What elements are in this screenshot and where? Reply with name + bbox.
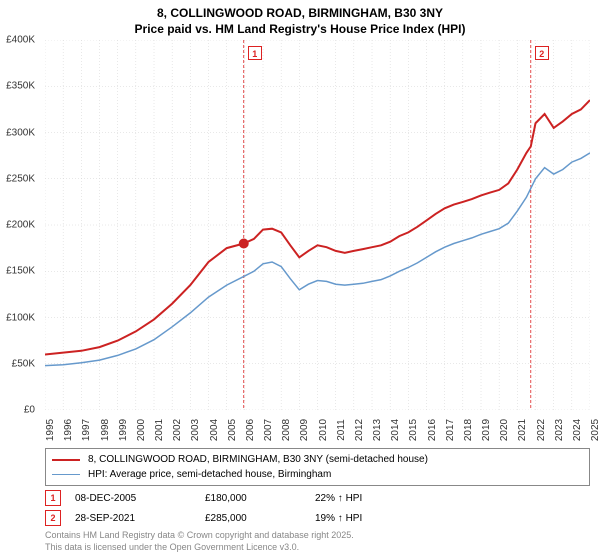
chart-title: 8, COLLINGWOOD ROAD, BIRMINGHAM, B30 3NY… <box>0 0 600 37</box>
x-tick-label: 2022 <box>536 419 547 441</box>
y-tick-label: £150K <box>6 266 35 277</box>
x-tick-label: 1998 <box>100 419 111 441</box>
x-tick-label: 2002 <box>172 419 183 441</box>
x-tick-label: 2005 <box>227 419 238 441</box>
y-tick-label: £300K <box>6 127 35 138</box>
x-tick-label: 2023 <box>554 419 565 441</box>
x-tick-label: 2017 <box>445 419 456 441</box>
title-line2: Price paid vs. HM Land Registry's House … <box>0 22 600 38</box>
x-tick-label: 2014 <box>390 419 401 441</box>
x-tick-label: 2013 <box>372 419 383 441</box>
transaction-price: £180,000 <box>205 493 315 504</box>
event-marker: 2 <box>535 46 549 60</box>
legend-row: HPI: Average price, semi-detached house,… <box>52 467 583 482</box>
copyright-line2: This data is licensed under the Open Gov… <box>45 542 590 554</box>
x-tick-label: 2016 <box>427 419 438 441</box>
x-tick-label: 2015 <box>408 419 419 441</box>
copyright: Contains HM Land Registry data © Crown c… <box>45 530 590 553</box>
legend-swatch <box>52 459 80 461</box>
y-axis-labels: £0£50K£100K£150K£200K£250K£300K£350K£400… <box>0 40 40 410</box>
transaction-price: £285,000 <box>205 513 315 524</box>
transaction-pct: 19% ↑ HPI <box>315 513 435 524</box>
x-tick-label: 2019 <box>481 419 492 441</box>
legend-row: 8, COLLINGWOOD ROAD, BIRMINGHAM, B30 3NY… <box>52 452 583 467</box>
x-tick-label: 2012 <box>354 419 365 441</box>
y-tick-label: £250K <box>6 173 35 184</box>
x-tick-label: 2024 <box>572 419 583 441</box>
chart-plot-area: 12 <box>45 40 590 410</box>
x-tick-label: 2009 <box>299 419 310 441</box>
transactions: 1 08-DEC-2005 £180,000 22% ↑ HPI 2 28-SE… <box>45 488 590 528</box>
y-tick-label: £200K <box>6 220 35 231</box>
chart-svg <box>45 40 590 410</box>
y-tick-label: £350K <box>6 81 35 92</box>
x-tick-label: 2011 <box>336 419 347 441</box>
x-tick-label: 1997 <box>81 419 92 441</box>
x-tick-label: 2025 <box>590 419 600 441</box>
x-tick-label: 2007 <box>263 419 274 441</box>
y-tick-label: £400K <box>6 35 35 46</box>
x-tick-label: 2008 <box>281 419 292 441</box>
y-tick-label: £0 <box>24 405 35 416</box>
x-tick-label: 1999 <box>118 419 129 441</box>
x-tick-label: 1995 <box>45 419 56 441</box>
x-tick-label: 2018 <box>463 419 474 441</box>
transaction-marker: 1 <box>45 490 61 506</box>
x-tick-label: 2021 <box>517 419 528 441</box>
event-marker: 1 <box>248 46 262 60</box>
x-tick-label: 2000 <box>136 419 147 441</box>
x-tick-label: 2001 <box>154 419 165 441</box>
x-tick-label: 1996 <box>63 419 74 441</box>
title-line1: 8, COLLINGWOOD ROAD, BIRMINGHAM, B30 3NY <box>0 6 600 22</box>
legend-label: HPI: Average price, semi-detached house,… <box>88 469 331 480</box>
x-tick-label: 2006 <box>245 419 256 441</box>
x-tick-label: 2020 <box>499 419 510 441</box>
transaction-date: 28-SEP-2021 <box>75 513 205 524</box>
transaction-row: 1 08-DEC-2005 £180,000 22% ↑ HPI <box>45 488 590 508</box>
legend: 8, COLLINGWOOD ROAD, BIRMINGHAM, B30 3NY… <box>45 448 590 486</box>
transaction-row: 2 28-SEP-2021 £285,000 19% ↑ HPI <box>45 508 590 528</box>
copyright-line1: Contains HM Land Registry data © Crown c… <box>45 530 590 542</box>
y-tick-label: £50K <box>12 358 35 369</box>
x-axis-labels: 1995 1996 1997 1998 1999 2000 2001 2002 2003 2004… <box>45 412 590 442</box>
x-tick-label: 2010 <box>318 419 329 441</box>
x-tick-label: 2004 <box>209 419 220 441</box>
transaction-marker: 2 <box>45 510 61 526</box>
legend-swatch <box>52 474 80 476</box>
transaction-pct: 22% ↑ HPI <box>315 493 435 504</box>
legend-label: 8, COLLINGWOOD ROAD, BIRMINGHAM, B30 3NY… <box>88 454 428 465</box>
x-tick-label: 2003 <box>190 419 201 441</box>
y-tick-label: £100K <box>6 312 35 323</box>
transaction-date: 08-DEC-2005 <box>75 493 205 504</box>
